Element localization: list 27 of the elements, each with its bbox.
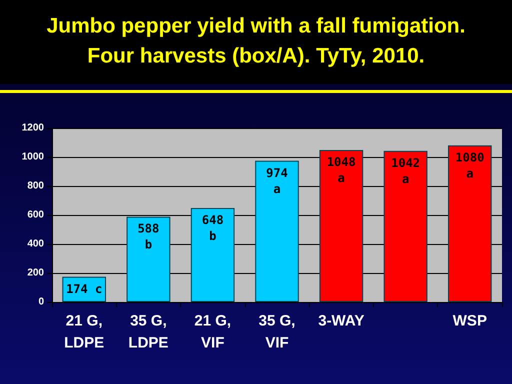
x-tick-label: 35 G, VIF — [258, 312, 296, 352]
x-tick-label: WSP — [452, 312, 487, 330]
x-tick-label: 35 G, LDPE — [128, 312, 168, 352]
bar — [255, 160, 299, 302]
y-tick-label: 1200 — [22, 122, 44, 134]
bar — [319, 150, 364, 302]
data-label: 974 a — [266, 166, 288, 196]
y-tick-label: 400 — [27, 238, 44, 250]
y-tick-label: 1000 — [22, 152, 44, 162]
data-label: 1080 a — [455, 150, 484, 180]
x-tick-label: 21 G, VIF — [194, 312, 232, 352]
data-label: 174 c — [66, 282, 102, 296]
bar — [126, 216, 170, 302]
x-tick-label: 3-WAY — [318, 312, 364, 330]
bar — [190, 208, 235, 302]
chart-title: Jumbo pepper yield with a fall fumigation. Four harvests (box/A). TyTy, 2010. — [46, 14, 466, 68]
y-tick-label: 800 — [27, 180, 44, 192]
y-tick-label: 0 — [38, 296, 44, 308]
y-tick-label: 200 — [27, 268, 44, 278]
data-label: 1048 a — [326, 155, 356, 186]
bar — [448, 145, 492, 302]
x-tick-label: 21 G, LDPE — [64, 312, 104, 352]
data-label: 588 b — [138, 222, 160, 252]
data-label: 648 b — [202, 213, 224, 244]
y-tick-label: 600 — [27, 210, 44, 220]
bar — [384, 150, 428, 302]
data-label: 1042 a — [391, 156, 420, 186]
